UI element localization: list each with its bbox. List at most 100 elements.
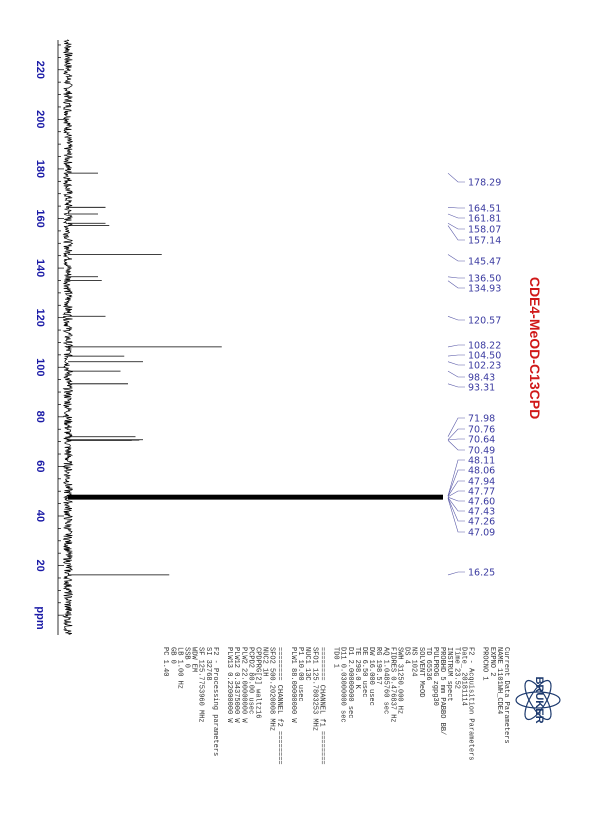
peak-label-19: 48.06	[468, 466, 495, 477]
peak-label-16: 70.64	[468, 435, 495, 446]
peak-leader-line	[447, 207, 465, 209]
parameter-line-36: PCPD2 80.00 usec	[246, 647, 254, 714]
parameter-line-47: GB 0	[168, 647, 176, 664]
parameter-line-35: CPDPRG[2] waltz16	[254, 647, 262, 718]
logo-text: BRUKER	[533, 676, 545, 723]
parameter-line-7: Time 23.52	[452, 647, 460, 689]
parameter-line-37: PLW2 22.00000000 W	[239, 647, 247, 723]
parameter-line-20: DE 6.50 usec	[360, 647, 368, 697]
peak-label-11: 102.23	[468, 361, 501, 372]
parameter-line-16: FIDRES 0.476837 Hz	[388, 647, 396, 723]
peak-leader-line	[447, 370, 465, 378]
peak-leader-line	[447, 497, 465, 522]
parameter-line-38: PLW12 0.34375000 W	[232, 647, 240, 723]
axis-tick-label-80: 80	[34, 411, 46, 423]
parameter-line-13: NS 1024	[410, 647, 418, 676]
parameter-line-46: LB 1.00 Hz	[175, 647, 183, 689]
parameter-line-5: F2 - Acquisition Parameters	[467, 647, 475, 760]
peak-label-21: 47.77	[468, 487, 495, 498]
noise-trace	[62, 39, 74, 635]
parameter-line-8: INSTRUM spect	[445, 647, 453, 702]
logo-orbit-1	[515, 691, 561, 709]
parameter-line-6: Date_ 20181114	[459, 647, 467, 706]
peak-leader-line	[447, 344, 465, 348]
peak-leader-line	[447, 276, 465, 279]
parameter-line-11: TD 65536	[424, 647, 432, 681]
parameter-line-21: TE 298.0 K	[353, 647, 361, 690]
peak-leader-line	[447, 480, 465, 497]
parameter-line-18: RG 198.57	[374, 647, 382, 685]
parameter-line-30: PLW1 88.00000000 W	[289, 647, 297, 723]
peak-label-20: 47.94	[468, 477, 495, 488]
parameter-line-27: SFO1 125.7803253 MHz	[310, 647, 318, 731]
parameter-line-34: NUC2 1H	[261, 647, 269, 676]
parameter-line-14: DS 4	[403, 647, 411, 664]
peak-label-23: 47.43	[468, 507, 495, 518]
peak-leader-line	[447, 438, 465, 441]
peak-label-18: 48.11	[468, 456, 495, 467]
parameter-line-32: ======== CHANNEL f2 ========	[275, 647, 283, 765]
peak-label-15: 70.76	[468, 425, 495, 436]
peak-leader-line	[447, 354, 465, 357]
peak-leader-line	[447, 571, 465, 576]
peak-label-8: 120.57	[468, 316, 501, 327]
parameter-line-1: NAME 1101WH_CDE4	[495, 647, 503, 714]
logo-orbit-2	[524, 679, 552, 721]
peak-leader-line	[447, 316, 465, 321]
peak-leader-line	[447, 459, 465, 496]
axis-unit-label: ppm	[34, 606, 46, 629]
peak-leader-line	[447, 498, 465, 533]
peak-label-24: 47.26	[468, 517, 495, 528]
parameter-line-9: PROBHD 5 mm PABBO BB/	[438, 647, 446, 735]
peak-label-7: 134.93	[468, 284, 501, 295]
parameter-line-19: DW 16.000 usec	[367, 647, 375, 706]
peak-leader-line	[447, 223, 465, 230]
baseline-noise	[62, 39, 74, 635]
axis-tick-label-220: 220	[34, 61, 46, 79]
parameter-line-0: Current Data Parameters	[502, 647, 510, 744]
peak-label-1: 164.51	[468, 204, 501, 215]
spectrum-peaks	[68, 172, 443, 576]
peak-leader-line	[447, 225, 465, 241]
parameter-line-22: D1 2.00000000 sec	[346, 647, 354, 718]
peak-label-3: 158.07	[468, 225, 501, 236]
peak-label-26: 16.25	[468, 568, 495, 579]
ppm-axis: ppm 220 200 180 160 140 120 100 80 60 40 20	[34, 40, 64, 635]
peak-leader-line	[447, 428, 465, 440]
parameter-line-12: SOLVENT MeOD	[417, 647, 425, 697]
sample-title: CDE4-MeOD-C13CPD	[527, 277, 543, 419]
parameter-line-43: SF 125.7753960 MHz	[197, 647, 205, 723]
peak-leader-line	[447, 440, 465, 451]
parameter-line-29: P1 10.00 usec	[296, 647, 304, 702]
axis-tick-label-120: 120	[34, 309, 46, 327]
peak-leader-line	[447, 469, 465, 497]
peak-leader-line	[447, 497, 465, 512]
parameter-line-44: WDW EM	[190, 647, 198, 672]
parameter-line-10: PULPROG zgpg30	[431, 647, 439, 706]
axis-tick-label-180: 180	[34, 160, 46, 178]
peak-label-25: 47.09	[468, 528, 495, 539]
parameter-line-33: SFO2 500.2020008 MHz	[268, 647, 276, 731]
peak-leader-line	[447, 213, 465, 219]
axis-tick-label-100: 100	[34, 358, 46, 376]
peak-leader-line	[447, 280, 465, 289]
axis-tick-label-200: 200	[34, 110, 46, 128]
parameter-line-26: ======== CHANNEL f1 ========	[317, 647, 325, 765]
parameter-line-45: SSB 0	[183, 647, 191, 668]
axis-tick-label-20: 20	[34, 559, 46, 571]
axis-tick-label-140: 140	[34, 259, 46, 277]
peak-label-14: 71.98	[468, 414, 495, 425]
peak-label-5: 145.47	[468, 257, 501, 268]
parameter-line-23: D11 0.03000000 sec	[339, 647, 347, 723]
axis-tick-label-40: 40	[34, 510, 46, 522]
parameter-line-42: SI 32768	[204, 647, 212, 681]
parameter-line-39: PLW13 0.22000000 W	[225, 647, 233, 723]
parameter-line-15: SWH 31250.000 Hz	[396, 647, 404, 714]
parameter-line-17: AQ 1.0485760 sec	[381, 647, 389, 714]
peak-leader-line	[447, 361, 465, 366]
axis-tick-label-160: 160	[34, 209, 46, 227]
